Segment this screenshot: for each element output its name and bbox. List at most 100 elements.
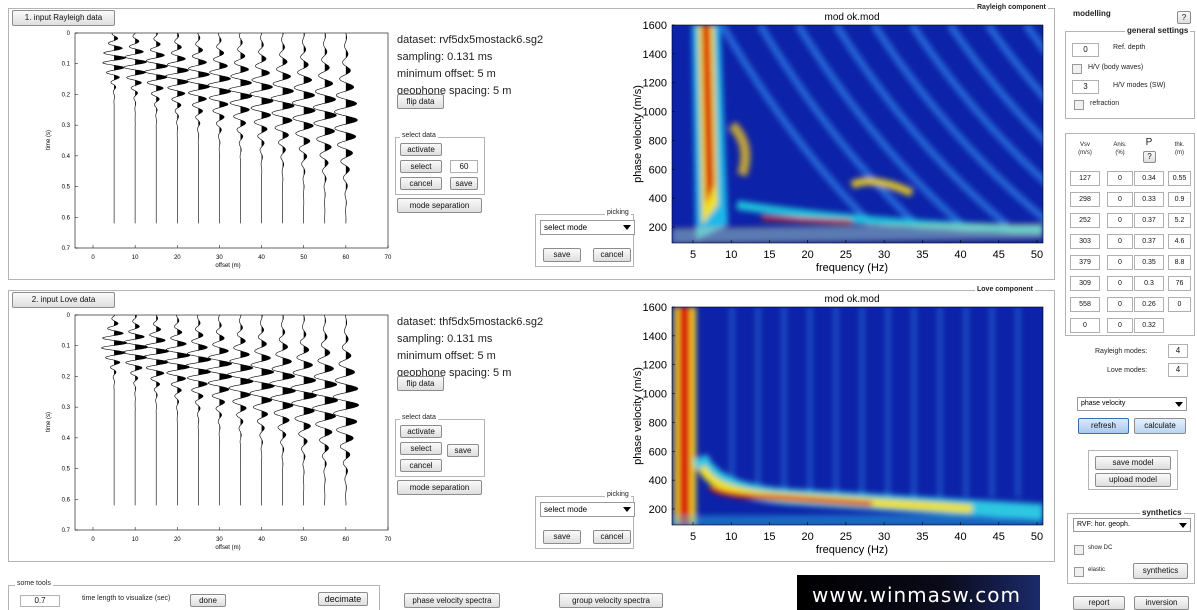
picking-cancel-button[interactable]: cancel — [593, 248, 631, 262]
done-button[interactable]: done — [190, 594, 226, 607]
model-cell[interactable]: 558 — [1070, 297, 1100, 312]
model-cell[interactable]: 0 — [1107, 255, 1133, 270]
model-cell[interactable]: 0 — [1107, 297, 1133, 312]
select-data-group — [395, 137, 485, 195]
save-button[interactable]: save — [450, 177, 478, 190]
input-data-button[interactable]: 2. input Love data — [12, 292, 115, 308]
trace — [228, 32, 253, 224]
ref-depth-input[interactable]: 0 — [1072, 43, 1099, 57]
show-dc-checkbox[interactable] — [1074, 545, 1084, 555]
spectrum-frame — [671, 306, 1044, 526]
time-tick-label: 0.7 — [62, 246, 71, 252]
love-modes-input[interactable]: 4 — [1168, 363, 1188, 377]
model-cell[interactable]: 0 — [1107, 192, 1133, 207]
model-header: P — [1145, 137, 1153, 148]
picking-mode-dropdown[interactable]: select mode — [540, 502, 635, 517]
model-cell[interactable]: 0.37 — [1134, 234, 1164, 249]
mode-separation-button[interactable]: mode separation — [397, 198, 482, 213]
cancel-button[interactable]: cancel — [400, 459, 442, 472]
velocity-tick-label: 1000 — [643, 107, 667, 119]
model-cell[interactable]: 0 — [1107, 171, 1133, 186]
trace-fill — [303, 315, 317, 506]
geophone-dropdown[interactable]: RVF: hor. geoph. — [1073, 518, 1191, 532]
model-cell[interactable]: 0.55 — [1168, 171, 1191, 186]
model-cell[interactable]: 379 — [1070, 255, 1100, 270]
upload-model-button[interactable]: upload model — [1095, 473, 1171, 487]
activate-button[interactable]: activate — [400, 143, 442, 156]
frequency-tick-label: 5 — [690, 249, 696, 261]
elastic-label: elastic — [1088, 567, 1106, 573]
picking-mode-dropdown[interactable]: select mode — [540, 220, 635, 235]
frequency-tick-label: 25 — [840, 531, 852, 543]
velocity-tick-label: 200 — [649, 504, 667, 516]
model-header: Vsv — [1079, 142, 1090, 148]
p-help-button[interactable]: ? — [1143, 151, 1156, 163]
model-cell[interactable]: 0 — [1107, 213, 1133, 228]
hv-modes-label: H/V modes (SW) — [1113, 82, 1166, 89]
group-spectra-button[interactable]: group velocity spectra — [559, 593, 663, 608]
select-button[interactable]: select — [400, 442, 442, 455]
activate-button[interactable]: activate — [400, 425, 442, 438]
phase-spectra-button[interactable]: phase velocity spectra — [404, 593, 500, 608]
model-cell[interactable]: 309 — [1070, 276, 1100, 291]
rayleigh-modes-label: Rayleigh modes: — [1095, 348, 1148, 355]
save-button[interactable]: save — [447, 444, 479, 457]
model-cell[interactable]: 5.2 — [1168, 213, 1191, 228]
rayleigh-modes-input[interactable]: 4 — [1168, 344, 1188, 358]
model-cell[interactable]: 76 — [1168, 276, 1191, 291]
model-cell[interactable]: 252 — [1070, 213, 1100, 228]
synthetics-button[interactable]: synthetics — [1133, 563, 1188, 579]
help-button[interactable]: ? — [1177, 11, 1191, 24]
model-cell[interactable]: 8.8 — [1168, 255, 1191, 270]
picking-save-button[interactable]: save — [543, 530, 581, 544]
flip-data-button[interactable]: flip data — [397, 94, 444, 109]
select-data-legend: select data — [400, 132, 438, 139]
model-cell[interactable]: 0.35 — [1134, 255, 1164, 270]
time-tick-label: 0.2 — [62, 92, 71, 98]
picking-save-button[interactable]: save — [543, 248, 581, 262]
select-button[interactable]: select — [400, 160, 442, 173]
calculate-button[interactable]: calculate — [1134, 418, 1186, 434]
offset-axis-label: offset (m) — [215, 545, 240, 551]
model-cell[interactable]: 303 — [1070, 234, 1100, 249]
mode-separation-button[interactable]: mode separation — [397, 480, 482, 495]
hv-body-checkbox[interactable] — [1072, 64, 1082, 74]
spectrum-energy — [850, 177, 914, 197]
flip-data-button[interactable]: flip data — [397, 376, 444, 391]
model-cell[interactable]: 298 — [1070, 192, 1100, 207]
model-cell[interactable]: 0 — [1107, 318, 1133, 333]
model-cell[interactable]: 0.3 — [1134, 276, 1164, 291]
curve-type-dropdown[interactable]: phase velocity — [1077, 397, 1187, 411]
model-cell[interactable]: 0 — [1168, 297, 1191, 312]
model-cell[interactable]: 0.33 — [1134, 192, 1164, 207]
panel-frame — [8, 8, 1055, 280]
elastic-checkbox[interactable] — [1074, 567, 1084, 577]
model-cell[interactable]: 0.37 — [1134, 213, 1164, 228]
model-cell[interactable]: 0.9 — [1168, 192, 1191, 207]
inversion-button[interactable]: inversion — [1134, 596, 1189, 610]
model-cell[interactable]: 0.26 — [1134, 297, 1164, 312]
decimate-button[interactable]: decimate — [318, 592, 368, 606]
time-length-input[interactable]: 0.7 — [20, 595, 60, 607]
offset-tick-label: 60 — [343, 537, 350, 543]
model-cell[interactable]: 0 — [1107, 234, 1133, 249]
dataset-info: sampling: 0.131 ms — [397, 51, 493, 63]
select-value-input[interactable]: 60 — [450, 160, 478, 173]
model-cell[interactable]: 0 — [1107, 276, 1133, 291]
save-model-button[interactable]: save model — [1095, 456, 1171, 470]
refresh-button[interactable]: refresh — [1078, 418, 1129, 434]
offset-tick-label: 70 — [385, 537, 392, 543]
report-button[interactable]: report — [1073, 596, 1125, 610]
model-cell[interactable]: 4.6 — [1168, 234, 1191, 249]
picking-cancel-button[interactable]: cancel — [593, 530, 631, 544]
model-cell[interactable]: 0 — [1070, 318, 1100, 333]
spectrum-blobs — [672, 25, 1043, 243]
input-data-button[interactable]: 1. input Rayleigh data — [12, 10, 115, 26]
model-cell[interactable]: 127 — [1070, 171, 1100, 186]
model-cell[interactable]: 0.32 — [1134, 318, 1164, 333]
hv-modes-input[interactable]: 3 — [1072, 80, 1099, 94]
refraction-checkbox[interactable] — [1074, 100, 1084, 110]
dataset-info: minimum offset: 5 m — [397, 350, 496, 362]
model-cell[interactable]: 0.34 — [1134, 171, 1164, 186]
cancel-button[interactable]: cancel — [400, 177, 442, 190]
